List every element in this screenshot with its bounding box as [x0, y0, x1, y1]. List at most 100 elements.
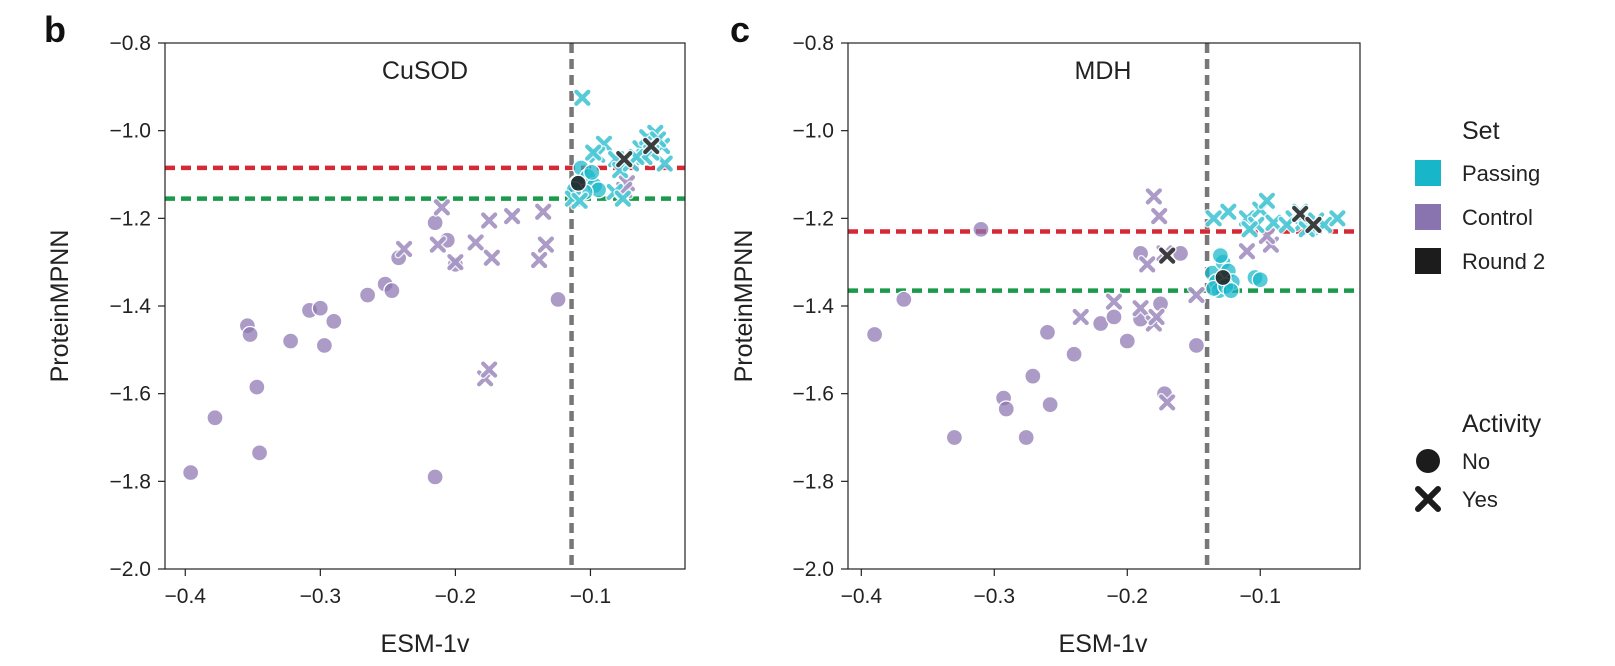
data-point [315, 336, 334, 355]
panel-b: b −0.4 −0.3 −0.2 −0.1 −0.8 −1.0 −1.2 −1.4 −1.6 −1… [44, 9, 686, 658]
x-tick-label: −0.4 [165, 585, 207, 608]
data-point [1071, 307, 1091, 327]
panel-letter-b: b [44, 9, 66, 50]
data-point [1240, 219, 1260, 239]
legend-label-no: No [1462, 449, 1490, 474]
data-point [1303, 215, 1323, 235]
data-point-x [481, 361, 498, 378]
y-tick-label: −1.4 [793, 295, 835, 318]
data-point [1237, 241, 1257, 261]
data-point-x [1159, 394, 1176, 411]
data-point-x [1105, 293, 1123, 310]
y-tick-label: −1.0 [110, 120, 151, 143]
data-point [426, 468, 444, 486]
data-point [613, 189, 633, 209]
data-point-x [1241, 221, 1258, 238]
data-point [479, 360, 499, 380]
data-point-x [574, 89, 591, 106]
data-point [583, 163, 601, 181]
panel-b-marks: −0.4 −0.3 −0.2 −0.1 −0.8 −1.0 −1.2 −1.4 −1.6 −1.8… [110, 32, 685, 608]
data-point [1017, 428, 1035, 447]
legend: Set Passing Control Round 2 Activity No … [1415, 117, 1545, 512]
data-point [1204, 208, 1224, 228]
data-point [482, 248, 502, 268]
data-point [426, 214, 444, 232]
y-tick-label: −1.8 [110, 470, 151, 493]
y-tick-label: −2.0 [110, 558, 151, 581]
data-point [1137, 254, 1157, 274]
data-point-x [504, 208, 521, 225]
data-point [997, 400, 1015, 418]
data-point [1257, 191, 1277, 211]
data-point [1218, 202, 1238, 222]
data-point [502, 206, 522, 226]
data-point-x [447, 254, 464, 271]
data-point-x [585, 144, 602, 161]
panel-c-marks: −0.4 −0.3 −0.2 −0.1 −0.8 −1.0 −1.2 −1.4 −1.6 −1.8… [793, 32, 1360, 608]
data-point-x [433, 199, 450, 216]
data-point [1211, 246, 1230, 265]
panel-b-x-axis-title: ESM-1v [381, 630, 470, 658]
legend-activity-title: Activity [1462, 410, 1542, 438]
data-point-x [467, 234, 484, 251]
data-point-x [395, 240, 413, 258]
data-point [549, 290, 567, 309]
data-point [865, 325, 884, 344]
data-point [1131, 298, 1151, 318]
data-point [655, 154, 675, 174]
data-point-x [1072, 308, 1089, 326]
legend-swatch-passing [1415, 160, 1441, 186]
data-point [1187, 336, 1206, 355]
x-tick-label: −0.1 [570, 585, 611, 608]
data-point [529, 250, 549, 270]
data-point-x [429, 236, 446, 253]
legend-label-round2: Round 2 [1462, 249, 1545, 274]
x-tick-label: −0.2 [1107, 585, 1148, 608]
data-point [1104, 292, 1124, 312]
y-tick-label: −1.8 [793, 470, 834, 493]
data-point [445, 252, 465, 272]
data-point-x [656, 155, 673, 172]
data-point [428, 235, 448, 255]
data-point-x [1220, 203, 1237, 220]
y-tick-label: −1.6 [793, 383, 834, 406]
data-point [570, 191, 590, 211]
legend-label-control: Control [1462, 205, 1533, 230]
data-point [1186, 285, 1206, 305]
data-point [1251, 271, 1269, 289]
y-tick-label: −1.2 [793, 207, 834, 230]
panel-c-title: MDH [1075, 57, 1132, 85]
y-tick-label: −0.8 [110, 32, 151, 55]
panel-b-y-axis-title: ProteinMPNN [46, 230, 74, 383]
data-point-x [1258, 192, 1276, 209]
data-point [641, 136, 661, 156]
data-point-x [1188, 286, 1205, 304]
data-point [206, 409, 224, 427]
data-point-x [535, 203, 552, 220]
data-point-x [1159, 247, 1176, 264]
panel-c-y-axis-title: ProteinMPNN [730, 230, 758, 383]
data-point [1024, 367, 1042, 385]
data-point-x [1305, 216, 1322, 234]
data-point [466, 232, 486, 252]
data-point [1277, 215, 1297, 235]
data-point-x [1132, 300, 1149, 317]
legend-label-yes: Yes [1462, 487, 1498, 512]
x-tick-label: −0.1 [1240, 585, 1281, 608]
data-point [1105, 308, 1123, 326]
legend-marker-no-circle-icon [1416, 449, 1440, 473]
data-point [895, 290, 913, 309]
data-point [1214, 268, 1232, 287]
data-point [358, 286, 377, 304]
data-point-x [1329, 210, 1346, 227]
data-point [248, 378, 266, 396]
data-point-x [1148, 308, 1165, 326]
data-point [1149, 206, 1169, 226]
data-point [281, 332, 300, 350]
data-point-x [614, 190, 631, 207]
data-point-x [483, 249, 500, 266]
panel-c-x-axis-title: ESM-1v [1059, 630, 1148, 658]
y-tick-label: −1.4 [110, 295, 152, 318]
panel-letter-c: c [730, 9, 750, 50]
data-point [182, 463, 200, 482]
